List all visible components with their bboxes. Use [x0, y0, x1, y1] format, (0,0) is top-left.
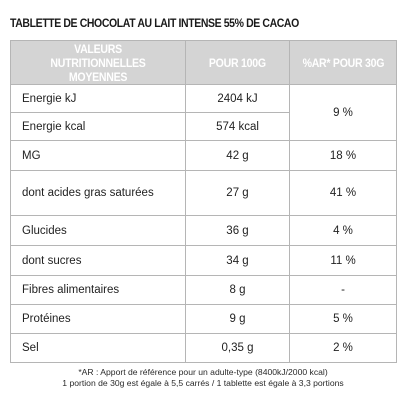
- footnote: *AR : Apport de référence pour un adulte…: [10, 367, 396, 389]
- header-ar-30g: %AR* POUR 30G: [289, 40, 397, 85]
- row-per100: 574 kcal: [185, 112, 290, 141]
- header-per-100g-label: POUR 100G: [209, 55, 266, 70]
- header-per-100g: POUR 100G: [185, 40, 290, 85]
- row-per100: 9 g: [185, 304, 290, 334]
- row-ar: 41 %: [289, 170, 397, 216]
- row-per100: 2404 kJ: [185, 84, 290, 113]
- row-ar: 4 %: [289, 215, 397, 246]
- row-per100: 0,35 g: [185, 333, 290, 363]
- footnote-portion-info: 1 portion de 30g est égale à 5,5 carrés …: [62, 378, 344, 388]
- table-row: Protéines 9 g 5 %: [10, 304, 397, 334]
- header-nutrients-label: VALEURS NUTRITIONNELLES MOYENNES: [50, 41, 146, 84]
- table-row: MG 42 g 18 %: [10, 140, 397, 171]
- row-per100: 8 g: [185, 275, 290, 305]
- table-row: dont acides gras saturées 27 g 41 %: [10, 170, 397, 216]
- row-label: Sel: [10, 333, 186, 363]
- table-row: Sel 0,35 g 2 %: [10, 333, 397, 363]
- row-label: dont sucres: [10, 245, 186, 276]
- table-row: Glucides 36 g 4 %: [10, 215, 397, 246]
- product-title: TABLETTE DE CHOCOLAT AU LAIT INTENSE 55%…: [10, 16, 299, 30]
- row-label: Energie kJ: [10, 84, 186, 113]
- row-ar: 2 %: [289, 333, 397, 363]
- footnote-ar-definition: *AR : Apport de référence pour un adulte…: [78, 367, 328, 377]
- header-ar-30g-label: %AR* POUR 30G: [302, 55, 384, 70]
- row-label: Energie kcal: [10, 112, 186, 141]
- header-nutrients: VALEURS NUTRITIONNELLES MOYENNES: [10, 40, 186, 85]
- row-ar: 9 %: [289, 84, 397, 141]
- row-label: Fibres alimentaires: [10, 275, 186, 305]
- row-per100: 27 g: [185, 170, 290, 216]
- table-row: Energie kcal 574 kcal: [10, 112, 397, 141]
- table-row: dont sucres 34 g 11 %: [10, 245, 397, 276]
- row-per100: 42 g: [185, 140, 290, 171]
- row-label: dont acides gras saturées: [10, 170, 186, 216]
- row-label: MG: [10, 140, 186, 171]
- row-ar: 18 %: [289, 140, 397, 171]
- row-ar: 5 %: [289, 304, 397, 334]
- table-row: Fibres alimentaires 8 g -: [10, 275, 397, 305]
- table-header-row: VALEURS NUTRITIONNELLES MOYENNES POUR 10…: [10, 40, 397, 85]
- row-label: Protéines: [10, 304, 186, 334]
- row-per100: 36 g: [185, 215, 290, 246]
- table-row: Energie kJ 2404 kJ 9 %: [10, 84, 397, 141]
- nutrition-panel: TABLETTE DE CHOCOLAT AU LAIT INTENSE 55%…: [10, 14, 397, 389]
- row-per100: 34 g: [185, 245, 290, 276]
- row-label: Glucides: [10, 215, 186, 246]
- row-ar: 11 %: [289, 245, 397, 276]
- nutrition-table: VALEURS NUTRITIONNELLES MOYENNES POUR 10…: [10, 40, 397, 363]
- row-ar: -: [289, 275, 397, 305]
